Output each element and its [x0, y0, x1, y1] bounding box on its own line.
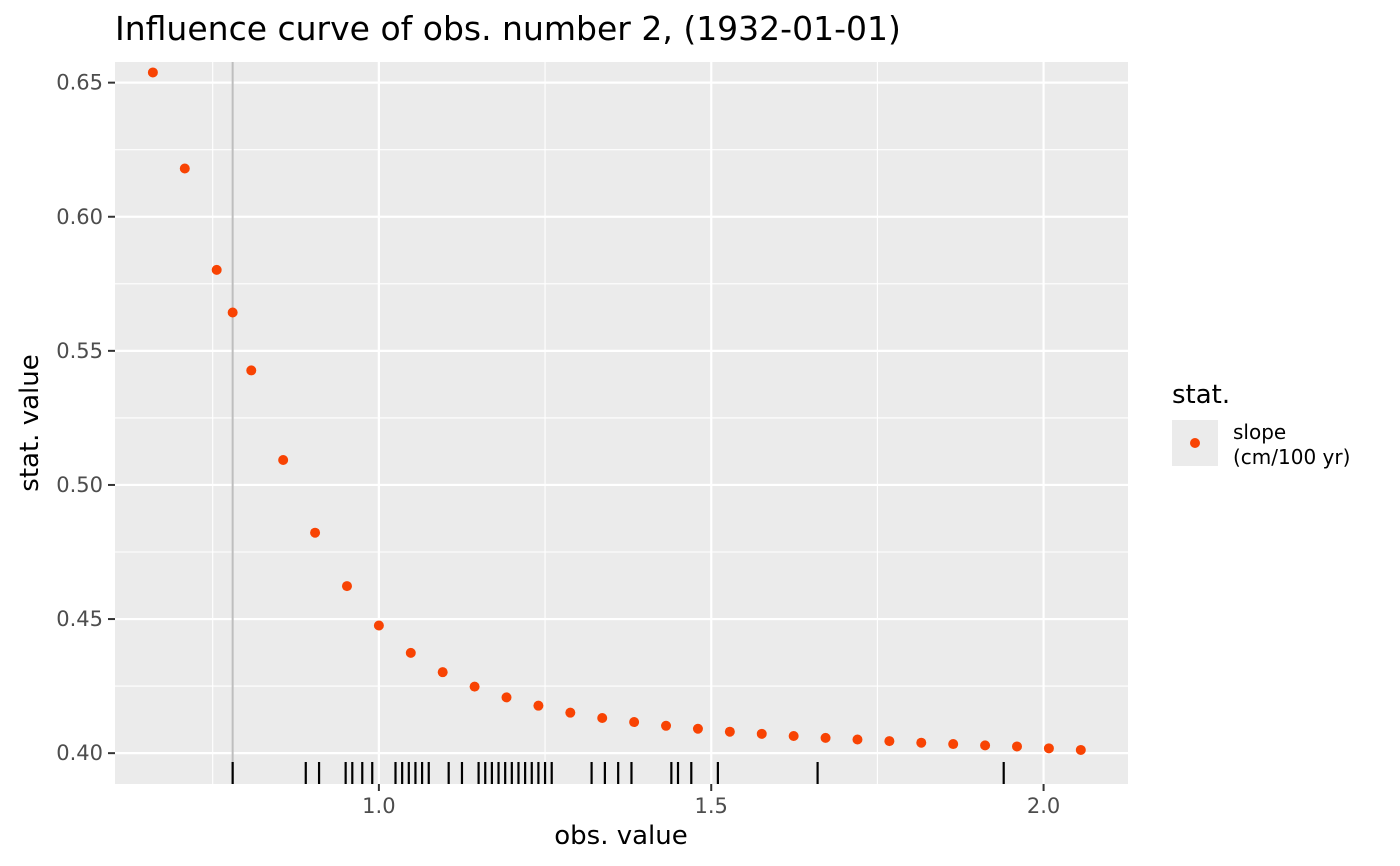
data-point	[565, 707, 576, 718]
data-point	[341, 581, 352, 592]
data-point	[1043, 743, 1054, 754]
data-point	[948, 739, 959, 750]
data-point	[692, 723, 703, 734]
data-point	[597, 713, 608, 724]
minor-gridlines	[115, 62, 1128, 784]
y-tick-label: 0.50	[56, 473, 103, 497]
data-point	[1011, 741, 1022, 752]
y-axis-title: stat. value	[15, 354, 45, 491]
data-point	[147, 67, 158, 78]
data-points	[147, 67, 1086, 755]
data-point	[916, 737, 927, 748]
legend-key-point	[1190, 438, 1200, 448]
x-tick-label: 2.0	[1027, 794, 1060, 818]
y-tick-label: 0.45	[56, 607, 103, 631]
x-axis-title: obs. value	[554, 821, 688, 851]
legend: stat. slope (cm/100 yr)	[1172, 380, 1350, 469]
data-point	[756, 728, 767, 739]
data-point	[980, 740, 991, 751]
data-point	[501, 692, 512, 703]
data-point	[373, 620, 384, 631]
data-point	[820, 732, 831, 743]
major-gridlines	[115, 62, 1128, 784]
data-point	[884, 736, 895, 747]
data-point	[310, 527, 321, 538]
plot-panel	[115, 62, 1128, 784]
y-tick-label: 0.60	[56, 205, 103, 229]
y-tick-label: 0.65	[56, 71, 103, 95]
data-point	[437, 667, 448, 678]
data-point	[246, 365, 257, 376]
data-point	[211, 264, 222, 275]
legend-label-line-1: slope	[1233, 420, 1286, 444]
x-axis: 1.0 1.5 2.0	[362, 784, 1060, 818]
legend-label: slope (cm/100 yr)	[1233, 420, 1350, 469]
data-point	[278, 455, 289, 466]
x-tick-label: 1.5	[695, 794, 728, 818]
data-point	[227, 307, 238, 318]
y-tick-label: 0.40	[56, 741, 103, 765]
y-axis: 0.40 0.45 0.50 0.55 0.60 0.65	[56, 71, 115, 765]
legend-label-line-2: (cm/100 yr)	[1233, 445, 1350, 469]
data-point	[405, 647, 416, 658]
rug-marks	[231, 762, 1005, 784]
data-point	[469, 681, 480, 692]
data-point	[724, 726, 735, 737]
data-point	[1075, 744, 1086, 755]
x-tick-label: 1.0	[362, 794, 395, 818]
y-tick-label: 0.55	[56, 339, 103, 363]
data-point	[629, 717, 640, 728]
data-point	[852, 734, 863, 745]
chart-title: Influence curve of obs. number 2, (1932-…	[115, 9, 901, 48]
data-point	[533, 700, 544, 711]
legend-title: stat.	[1172, 380, 1230, 410]
data-point	[661, 720, 672, 731]
data-point	[179, 163, 190, 174]
data-point	[788, 730, 799, 741]
